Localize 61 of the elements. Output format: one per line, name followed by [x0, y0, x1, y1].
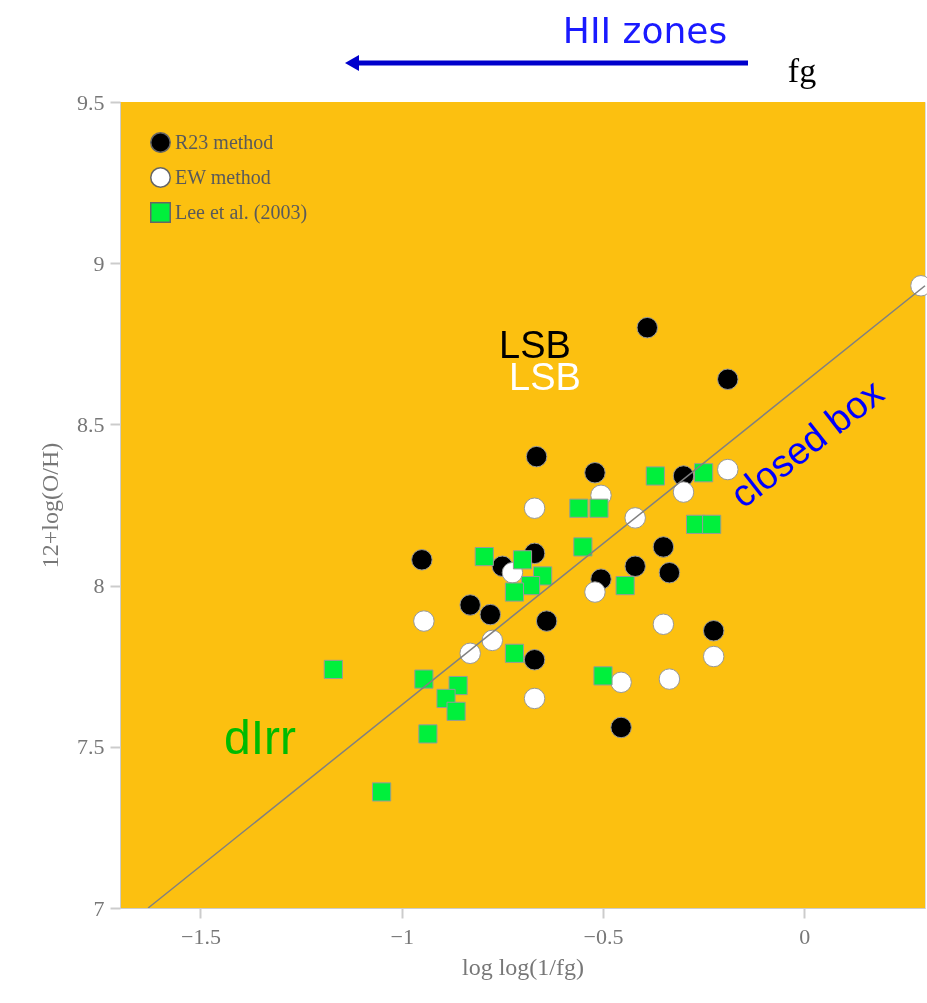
point	[573, 537, 593, 557]
y-axis-title: 12+log(O/H)	[37, 442, 63, 569]
point	[481, 629, 504, 652]
point	[479, 603, 502, 626]
point	[702, 514, 722, 534]
x-tick-label: −0.5	[583, 923, 624, 949]
point	[474, 547, 494, 567]
text: HII zones	[562, 10, 728, 51]
point	[672, 481, 695, 503]
point	[446, 701, 466, 721]
point	[702, 645, 725, 668]
text: fg	[787, 52, 817, 89]
point	[323, 659, 343, 680]
y-tick-label: 7.5	[77, 734, 105, 760]
point	[414, 669, 434, 689]
point	[694, 463, 714, 483]
x-tick-label: −1.5	[181, 923, 221, 949]
point	[512, 550, 533, 570]
point	[658, 668, 681, 690]
x-tick-label: −1	[390, 923, 414, 949]
point	[589, 498, 609, 518]
point	[523, 497, 546, 519]
y-tick-label: 8.5	[77, 411, 105, 437]
point	[652, 613, 675, 636]
legend-label: Lee et al. (2003)	[175, 200, 308, 224]
point	[459, 594, 481, 616]
x-tick-label: 0	[799, 923, 811, 949]
point	[593, 666, 613, 686]
y-tick-label: 8	[93, 573, 105, 599]
y-tick-label: 9.5	[77, 89, 105, 115]
point	[504, 643, 525, 663]
point	[652, 536, 675, 558]
point	[372, 782, 392, 802]
point	[411, 549, 433, 571]
annotation: dIrr	[224, 711, 297, 764]
point	[523, 649, 546, 671]
point	[523, 687, 546, 710]
point	[413, 610, 435, 632]
legend-label: R23 method	[175, 130, 274, 153]
point	[624, 555, 646, 577]
point	[615, 576, 635, 596]
point	[717, 368, 739, 390]
point	[702, 620, 725, 642]
point	[624, 507, 646, 529]
point	[584, 581, 606, 603]
point	[658, 561, 681, 584]
y-tick-label: 9	[93, 250, 105, 276]
point	[645, 466, 665, 486]
point	[525, 445, 548, 468]
point	[418, 724, 438, 744]
point	[636, 316, 659, 339]
point	[504, 582, 525, 602]
point	[584, 462, 606, 484]
point	[610, 671, 632, 694]
x-axis-title: log log(1/fg)	[462, 953, 584, 980]
point	[459, 642, 481, 665]
point	[610, 716, 632, 739]
point	[569, 498, 589, 518]
y-tick-label: 7	[93, 895, 105, 921]
legend-label: EW method	[175, 165, 271, 188]
point	[535, 610, 558, 632]
